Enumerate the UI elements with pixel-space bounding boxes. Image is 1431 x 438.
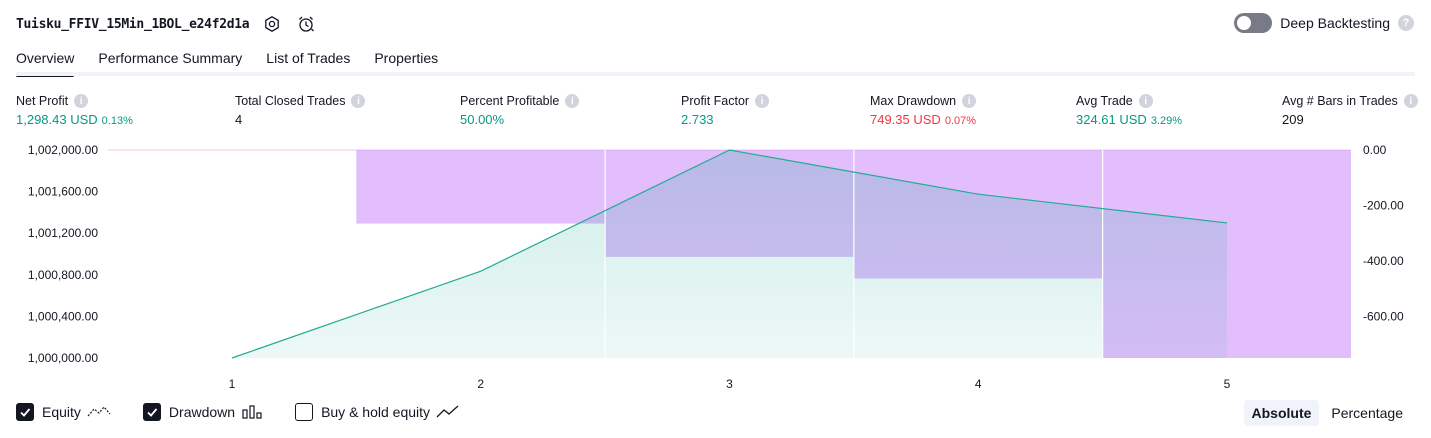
metric-label: Net Profit xyxy=(16,94,68,108)
absolute-button[interactable]: Absolute xyxy=(1244,400,1320,426)
deep-backtesting-label: Deep Backtesting xyxy=(1280,15,1390,31)
metric-label: Profit Factor xyxy=(681,94,749,108)
info-icon[interactable]: i xyxy=(1404,94,1418,108)
legend-drawdown[interactable]: Drawdown xyxy=(143,403,263,421)
value-mode-switch: Absolute Percentage xyxy=(1244,400,1412,426)
metric-label: Avg Trade xyxy=(1076,94,1133,108)
metric-label: Percent Profitable xyxy=(460,94,559,108)
legend-buy-hold[interactable]: Buy & hold equity xyxy=(295,403,460,421)
metric-value: 50.00% xyxy=(460,112,504,127)
right-axis-tick-label: -400.00 xyxy=(1363,254,1404,268)
x-axis-tick-label: 3 xyxy=(726,377,733,391)
metric-percent-profitable: Percent Profitable i 50.00% xyxy=(460,94,579,127)
metric-value: 1,298.43 USD xyxy=(16,112,98,127)
buy-hold-line-icon xyxy=(436,404,460,420)
left-axis-tick-label: 1,000,000.00 xyxy=(28,351,98,365)
left-axis-tick-label: 1,002,000.00 xyxy=(28,143,98,157)
info-icon[interactable]: i xyxy=(1139,94,1153,108)
metric-value: 4 xyxy=(235,112,242,127)
metric-label: Max Drawdown xyxy=(870,94,956,108)
right-axis-tick-label: -600.00 xyxy=(1363,310,1404,324)
metric-value: 749.35 USD xyxy=(870,112,941,127)
legend-equity-label: Equity xyxy=(42,404,81,420)
strategy-header: Tuisku_FFIV_15Min_1BOL_e24f2d1a xyxy=(16,12,317,36)
left-axis-tick-label: 1,000,800.00 xyxy=(28,268,98,282)
left-axis-tick-label: 1,001,200.00 xyxy=(28,226,98,240)
right-axis-tick-label: 0.00 xyxy=(1363,143,1387,157)
info-icon[interactable]: i xyxy=(351,94,365,108)
metric-label: Avg # Bars in Trades xyxy=(1282,94,1398,108)
metric-avg-trade: Avg Trade i 324.61 USD 3.29% xyxy=(1076,94,1182,127)
strategy-name: Tuisku_FFIV_15Min_1BOL_e24f2d1a xyxy=(16,17,249,32)
x-axis-tick-label: 4 xyxy=(975,377,982,391)
metric-value: 324.61 USD xyxy=(1076,112,1147,127)
metric-value: 209 xyxy=(1282,112,1304,127)
settings-icon[interactable] xyxy=(261,13,283,35)
buy-hold-checkbox[interactable] xyxy=(295,403,313,421)
legend-drawdown-label: Drawdown xyxy=(169,404,235,420)
metric-percent: 3.29% xyxy=(1151,115,1182,127)
info-icon[interactable]: i xyxy=(962,94,976,108)
alarm-clock-icon[interactable] xyxy=(295,13,317,35)
equity-checkbox[interactable] xyxy=(16,403,34,421)
percentage-button[interactable]: Percentage xyxy=(1323,400,1411,426)
info-icon[interactable]: i xyxy=(565,94,579,108)
equity-line-icon xyxy=(87,404,111,420)
metric-max-drawdown: Max Drawdown i 749.35 USD 0.07% xyxy=(870,94,976,127)
legend-buy-hold-label: Buy & hold equity xyxy=(321,404,430,420)
left-axis-tick-label: 1,001,600.00 xyxy=(28,185,98,199)
drawdown-bar xyxy=(356,150,605,224)
toggle-knob xyxy=(1237,16,1251,30)
metric-net-profit: Net Profit i 1,298.43 USD 0.13% xyxy=(16,94,133,127)
metric-percent: 0.07% xyxy=(945,115,976,127)
metric-total-closed-trades: Total Closed Trades i 4 xyxy=(235,94,365,127)
drawdown-bars-icon xyxy=(241,404,263,420)
chart-legend: Equity Drawdown Buy & hold equity xyxy=(16,403,492,421)
info-icon[interactable]: i xyxy=(74,94,88,108)
x-axis-tick-label: 2 xyxy=(477,377,484,391)
legend-equity[interactable]: Equity xyxy=(16,403,111,421)
metric-avg-bars-in-trades: Avg # Bars in Trades i 209 xyxy=(1282,94,1418,127)
equity-drawdown-chart[interactable]: 1,002,000.00 1,001,600.00 1,001,200.00 1,00… xyxy=(0,140,1431,400)
x-axis-tick-label: 1 xyxy=(229,377,236,391)
help-icon[interactable]: ? xyxy=(1398,15,1414,31)
metric-percent: 0.13% xyxy=(102,115,133,127)
deep-backtesting-toggle[interactable] xyxy=(1234,13,1272,33)
x-axis-tick-label: 5 xyxy=(1224,377,1231,391)
metric-profit-factor: Profit Factor i 2.733 xyxy=(681,94,769,127)
right-axis-tick-label: -200.00 xyxy=(1363,199,1404,213)
info-icon[interactable]: i xyxy=(755,94,769,108)
deep-backtesting: Deep Backtesting ? xyxy=(1234,13,1414,33)
drawdown-checkbox[interactable] xyxy=(143,403,161,421)
tabs-divider xyxy=(16,72,1415,76)
left-axis-tick-label: 1,000,400.00 xyxy=(28,309,98,323)
metric-value: 2.733 xyxy=(681,112,714,127)
metric-label: Total Closed Trades xyxy=(235,94,345,108)
